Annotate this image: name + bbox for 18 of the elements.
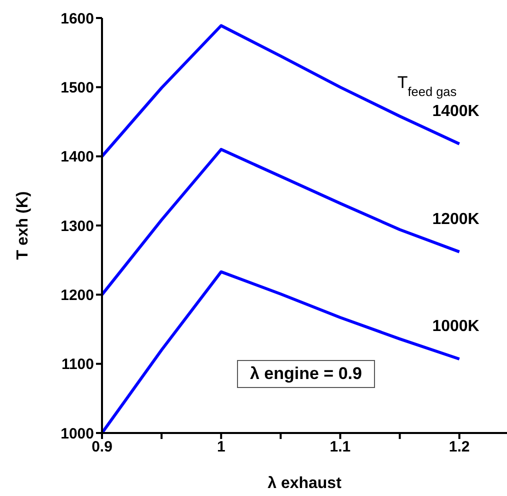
y-tick-label: 1400 (60, 148, 94, 166)
series-label: 1400K (432, 102, 480, 120)
series-label: 1200K (432, 210, 480, 228)
legend-title: T$_{feed gas}$ (397, 72, 457, 98)
y-tick-label: 1300 (60, 218, 94, 235)
y-tick-label: 1500 (60, 79, 94, 96)
x-axis-title: λ exhaust (268, 475, 342, 492)
y-tick-label: 1100 (61, 356, 94, 374)
y-axis-title: T exh (K) (14, 191, 32, 260)
y-tick-label: 1200 (60, 286, 94, 304)
x-tick-label: 1 (216, 438, 226, 456)
x-tick-label: 1.2 (448, 438, 470, 456)
y-tick-label: 1000 (60, 425, 94, 442)
x-tick-label: 0.9 (92, 438, 112, 456)
y-tick-label: 1600 (60, 10, 94, 28)
x-tick-label: 1.1 (330, 438, 351, 456)
series-label: 1000K (432, 318, 480, 335)
annotation: λ engine = 0.9 (237, 360, 375, 388)
